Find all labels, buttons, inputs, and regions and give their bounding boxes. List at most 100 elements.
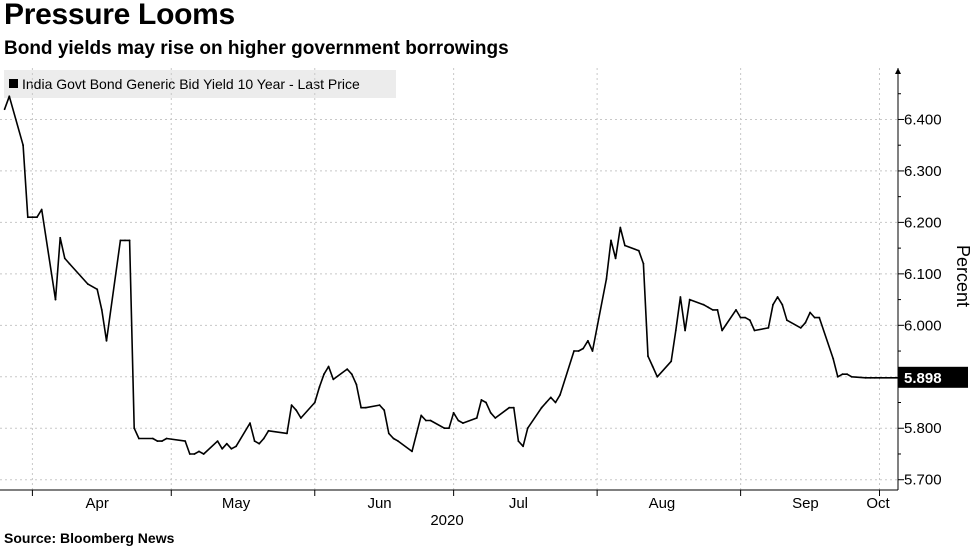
data-point — [249, 422, 251, 424]
data-point — [517, 440, 520, 442]
data-point — [124, 239, 126, 242]
data-point — [267, 429, 270, 432]
data-point — [753, 329, 756, 332]
data-point — [702, 303, 705, 306]
data-point — [656, 375, 659, 378]
data-point — [545, 401, 548, 404]
data-point — [864, 376, 867, 379]
y-axis-arrow — [895, 68, 901, 74]
data-point — [411, 450, 413, 453]
data-point — [688, 298, 691, 301]
data-point — [350, 373, 353, 376]
data-point — [508, 406, 511, 409]
series-line — [3, 95, 898, 455]
data-point — [804, 321, 807, 324]
data-point — [364, 406, 367, 409]
data-point — [318, 386, 321, 388]
data-point — [573, 350, 575, 352]
data-point — [522, 445, 524, 448]
y-tick-label: 5.800 — [904, 420, 942, 437]
data-point — [642, 262, 645, 265]
chart-title: Pressure Looms — [4, 0, 235, 31]
x-tick-label: Jun — [367, 495, 391, 512]
legend-box — [4, 70, 396, 98]
source-note: Source: Bloomberg News — [4, 530, 175, 546]
y-tick-label: 6.000 — [904, 317, 942, 334]
data-point — [874, 376, 876, 379]
data-point — [300, 417, 302, 419]
axes — [0, 68, 901, 491]
data-point — [674, 329, 677, 332]
data-point — [637, 249, 640, 252]
data-point — [258, 442, 261, 445]
x-tick-label: Apr — [86, 495, 109, 512]
data-point — [105, 339, 108, 342]
data-point — [591, 350, 594, 352]
data-point — [739, 316, 742, 319]
data-point — [323, 373, 325, 376]
data-point — [869, 376, 872, 379]
data-point — [36, 216, 38, 219]
data-point — [619, 226, 622, 229]
data-point — [193, 453, 196, 455]
data-point — [198, 450, 200, 453]
data-point — [624, 244, 626, 247]
data-point — [100, 309, 103, 311]
data-point — [832, 357, 835, 360]
data-point — [772, 303, 774, 306]
data-point — [684, 329, 686, 332]
data-point — [31, 216, 34, 219]
data-point — [559, 393, 561, 396]
data-point — [549, 396, 552, 399]
data-point — [767, 327, 770, 329]
data-point — [540, 406, 543, 409]
data-point — [59, 236, 62, 239]
data-point — [378, 404, 381, 406]
last-value-label: 5.898 — [904, 370, 942, 387]
data-point — [582, 347, 585, 350]
last-value-badge: 5.898 — [898, 366, 968, 388]
y-tick-label: 6.400 — [904, 111, 942, 128]
data-point — [610, 239, 612, 242]
data-point — [711, 309, 714, 311]
data-point — [707, 306, 710, 309]
data-point — [776, 296, 779, 298]
data-point — [188, 453, 191, 455]
data-point — [452, 411, 455, 414]
data-point — [554, 401, 557, 404]
data-point — [605, 278, 608, 280]
data-point — [397, 440, 399, 442]
data-point — [841, 373, 844, 376]
data-point — [735, 309, 737, 311]
data-point — [512, 406, 515, 409]
data-point — [420, 414, 423, 417]
data-point — [448, 427, 450, 430]
data-point — [156, 440, 159, 442]
data-point — [836, 375, 839, 378]
data-point — [809, 311, 811, 314]
data-point — [68, 262, 71, 265]
y-tick-label: 6.200 — [904, 214, 942, 231]
data-point — [133, 427, 136, 430]
data-point — [670, 360, 673, 363]
data-point — [184, 440, 187, 442]
data-point — [494, 417, 497, 419]
data-point — [850, 375, 853, 378]
data-point — [346, 368, 349, 370]
y-tick-label: 6.300 — [904, 163, 942, 180]
data-point — [716, 309, 719, 311]
data-point — [54, 298, 57, 301]
data-point — [577, 350, 580, 352]
data-point — [392, 437, 395, 440]
y-tick-label: 5.700 — [904, 472, 942, 489]
data-point — [332, 378, 335, 381]
data-point — [651, 365, 654, 368]
data-point — [647, 355, 649, 358]
data-point — [480, 399, 483, 401]
data-point — [216, 440, 219, 442]
data-point — [40, 208, 43, 211]
x-tick-label: Oct — [866, 495, 890, 512]
data-point — [679, 296, 682, 298]
data-point — [63, 257, 66, 260]
